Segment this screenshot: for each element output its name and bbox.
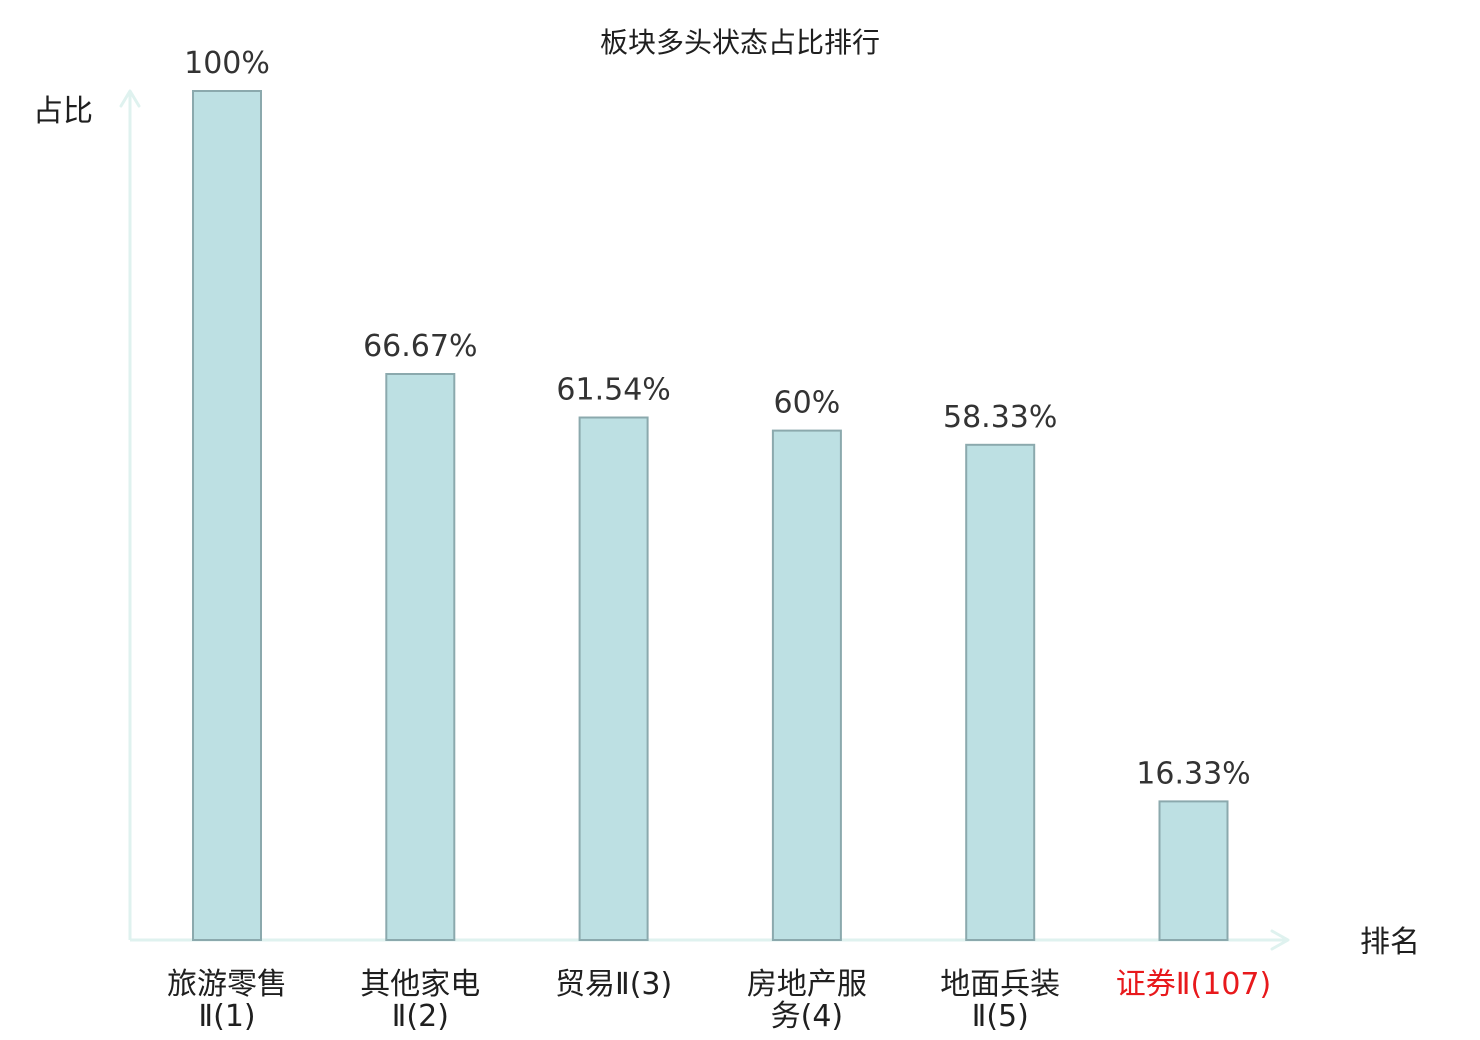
bar-value-label: 60%	[774, 386, 841, 421]
x-tick-label: 其他家电	[360, 967, 480, 1002]
x-axis-arrow	[1270, 929, 1290, 951]
x-tick-label: Ⅱ(2)	[392, 999, 449, 1034]
y-axis-arrow	[119, 89, 141, 108]
x-tick-label: Ⅱ(1)	[198, 999, 255, 1034]
bar	[965, 443, 1036, 941]
chart-title: 板块多头状态占比排行	[600, 26, 880, 59]
x-tick-label: 务(4)	[771, 999, 844, 1034]
x-tick-label: 贸易Ⅱ(3)	[555, 967, 672, 1002]
y-axis-label: 占比	[33, 94, 93, 129]
bar	[192, 90, 262, 941]
bar	[1158, 800, 1229, 942]
bar-value-label: 66.67%	[363, 329, 477, 364]
bar	[385, 373, 456, 941]
bar-value-label: 16.33%	[1136, 756, 1250, 791]
bar-value-label: 58.33%	[943, 400, 1057, 435]
bars-group	[192, 90, 1229, 942]
bar	[771, 429, 842, 941]
bar-value-label: 100%	[184, 46, 270, 81]
x-tick-label: 地面兵装	[940, 967, 1060, 1002]
bar-value-label: 61.54%	[556, 373, 670, 408]
x-tick-label: 旅游零售	[167, 967, 287, 1002]
value-labels-group: 100% 66.67% 61.54% 60% 58.33% 16.33%	[184, 46, 1251, 791]
x-tick-label: Ⅱ(5)	[972, 999, 1029, 1034]
x-axis-label: 排名	[1360, 925, 1420, 960]
x-tick-label: 证券Ⅱ(107)	[1116, 967, 1271, 1002]
bar	[578, 416, 649, 941]
x-tick-label: 房地产服	[747, 967, 867, 1002]
